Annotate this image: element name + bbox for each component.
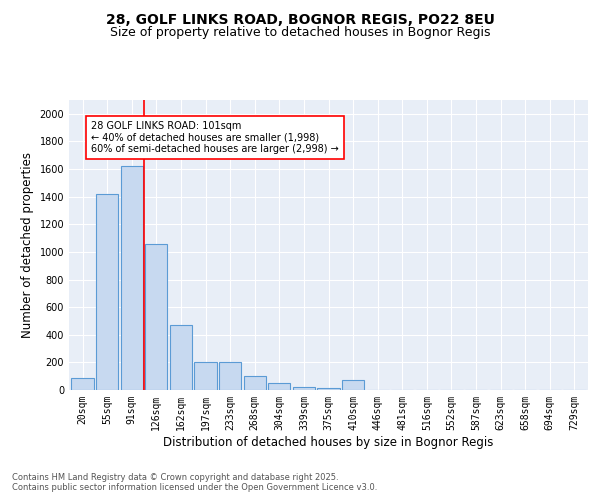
Bar xyxy=(219,362,241,390)
Bar xyxy=(170,325,192,390)
Y-axis label: Number of detached properties: Number of detached properties xyxy=(21,152,34,338)
Bar xyxy=(268,383,290,390)
Text: Contains public sector information licensed under the Open Government Licence v3: Contains public sector information licen… xyxy=(12,484,377,492)
Text: Size of property relative to detached houses in Bognor Regis: Size of property relative to detached ho… xyxy=(110,26,490,39)
Bar xyxy=(293,386,315,390)
Text: 28, GOLF LINKS ROAD, BOGNOR REGIS, PO22 8EU: 28, GOLF LINKS ROAD, BOGNOR REGIS, PO22 … xyxy=(106,12,494,26)
X-axis label: Distribution of detached houses by size in Bognor Regis: Distribution of detached houses by size … xyxy=(163,436,494,448)
Bar xyxy=(121,166,143,390)
Bar xyxy=(145,244,167,390)
Text: Contains HM Land Registry data © Crown copyright and database right 2025.: Contains HM Land Registry data © Crown c… xyxy=(12,472,338,482)
Bar xyxy=(96,194,118,390)
Bar xyxy=(194,362,217,390)
Bar xyxy=(244,376,266,390)
Text: 28 GOLF LINKS ROAD: 101sqm
← 40% of detached houses are smaller (1,998)
60% of s: 28 GOLF LINKS ROAD: 101sqm ← 40% of deta… xyxy=(91,120,339,154)
Bar xyxy=(71,378,94,390)
Bar xyxy=(342,380,364,390)
Bar xyxy=(317,388,340,390)
